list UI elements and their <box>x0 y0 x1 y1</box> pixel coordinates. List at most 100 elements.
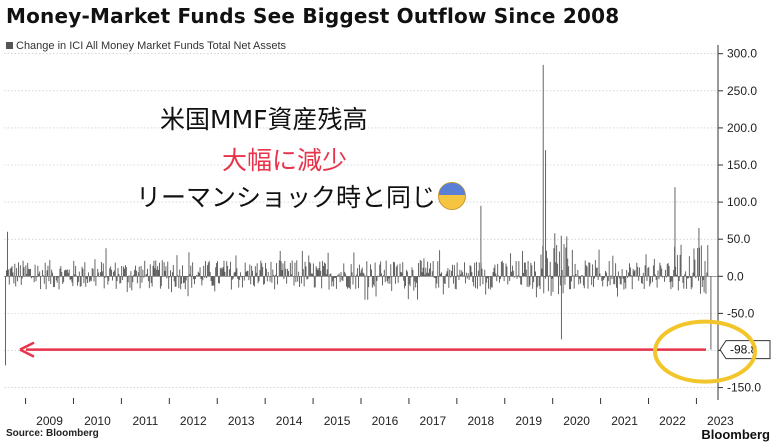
bar <box>591 276 593 286</box>
bar <box>141 276 143 283</box>
bar <box>569 276 571 290</box>
bar <box>620 276 622 285</box>
bar <box>259 269 261 277</box>
bar <box>468 276 470 280</box>
bar <box>47 265 49 277</box>
bar <box>137 272 139 277</box>
legend-swatch <box>6 42 13 49</box>
bar <box>601 276 603 282</box>
bar <box>193 276 195 280</box>
bar <box>324 263 326 277</box>
bar <box>467 273 469 277</box>
bar <box>345 273 347 277</box>
last-value-label: -98.8 <box>730 343 758 357</box>
bar <box>87 276 89 283</box>
bar <box>517 275 519 277</box>
bar <box>151 276 153 287</box>
bar <box>154 268 156 277</box>
bar <box>217 261 218 277</box>
bar <box>409 276 411 287</box>
bar <box>531 265 533 277</box>
bar <box>16 267 18 277</box>
bar <box>264 263 266 277</box>
bar <box>65 270 67 277</box>
bar <box>498 275 500 277</box>
bar <box>379 264 381 277</box>
y-tick-label: 200.0 <box>727 121 757 135</box>
bar <box>133 274 135 277</box>
bar <box>595 267 597 277</box>
x-tick-label: 2009 <box>36 414 63 428</box>
bar <box>195 275 197 277</box>
y-tick-label: 300.0 <box>727 47 757 61</box>
bar <box>330 273 332 277</box>
bar <box>389 276 391 284</box>
bar <box>62 276 64 284</box>
bar <box>31 276 33 278</box>
bar <box>396 264 398 277</box>
bar <box>135 270 137 277</box>
bar <box>113 270 115 277</box>
bar <box>81 266 83 277</box>
bar <box>84 262 86 277</box>
bar <box>633 271 635 277</box>
bar <box>285 268 287 277</box>
bar <box>479 276 481 287</box>
bar <box>108 276 110 281</box>
bar <box>231 276 233 280</box>
bar <box>480 205 482 277</box>
bar <box>86 276 88 280</box>
bar <box>149 264 151 277</box>
bar <box>636 262 638 277</box>
bar <box>477 270 479 277</box>
bar <box>652 276 653 283</box>
bar <box>582 275 583 277</box>
bar <box>568 266 570 277</box>
bar <box>424 274 426 277</box>
bar <box>323 262 325 277</box>
highlight-circle <box>653 319 757 384</box>
bar <box>60 266 62 277</box>
bar <box>404 276 406 289</box>
bar <box>549 261 551 277</box>
bar <box>26 273 28 277</box>
bar <box>621 269 623 277</box>
bar <box>434 276 436 278</box>
bar <box>246 270 248 277</box>
bar <box>194 276 196 279</box>
bar <box>382 275 384 277</box>
bar <box>609 276 611 286</box>
bar <box>463 275 465 277</box>
bar <box>619 276 621 284</box>
bar <box>428 272 430 277</box>
bar <box>77 276 78 286</box>
bar <box>443 276 445 284</box>
bar <box>313 276 315 288</box>
bar <box>561 269 563 277</box>
bar <box>593 276 595 279</box>
bar <box>338 273 340 277</box>
bar <box>143 276 145 278</box>
bar <box>233 272 235 277</box>
bar <box>190 265 192 277</box>
bar <box>474 262 476 277</box>
bar <box>120 276 122 283</box>
bar <box>658 276 660 280</box>
bar <box>110 266 112 277</box>
bar <box>662 276 664 278</box>
bar <box>381 273 383 277</box>
bar <box>212 276 214 286</box>
x-tick-label: 2019 <box>515 414 542 428</box>
bar <box>131 276 133 291</box>
bar <box>698 228 700 277</box>
bar <box>328 276 330 290</box>
bar <box>41 269 43 277</box>
bar <box>291 260 293 277</box>
bar <box>35 276 37 282</box>
bar <box>387 276 389 284</box>
bar <box>685 271 687 277</box>
bar <box>375 276 377 297</box>
bar <box>122 276 124 281</box>
bar <box>460 274 462 277</box>
bar <box>79 276 81 287</box>
